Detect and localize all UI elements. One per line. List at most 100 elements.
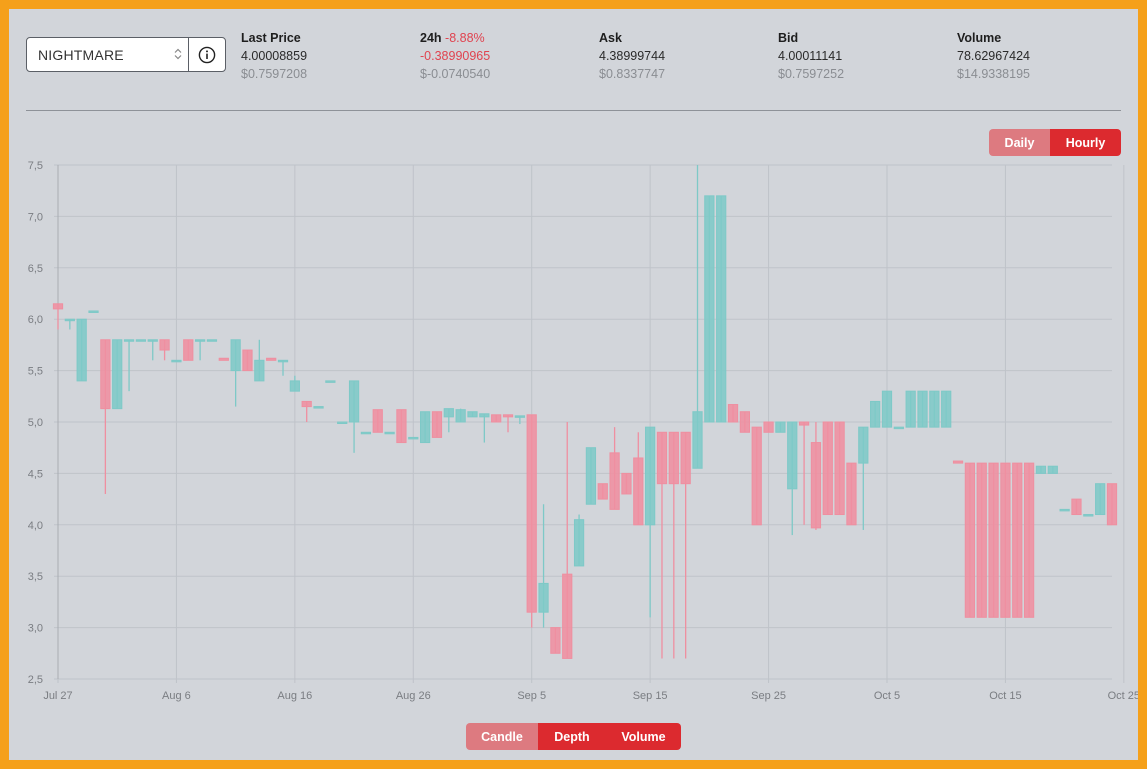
candle-body xyxy=(952,460,964,464)
x-tick-label: Jul 27 xyxy=(43,690,72,702)
stat-label: Last Price xyxy=(241,31,301,45)
candle-body xyxy=(491,414,502,423)
x-tick-label: Sep 15 xyxy=(633,690,668,702)
candle-body xyxy=(727,404,739,423)
candle-body xyxy=(1083,514,1094,517)
market-panel: NIGHTMARE Last Price 4.00008859 $0.75972… xyxy=(9,9,1138,760)
x-tick-label: Sep 25 xyxy=(751,690,786,702)
daily-button[interactable]: Daily xyxy=(989,129,1050,156)
candle-body xyxy=(289,380,300,392)
candle-body xyxy=(420,411,431,444)
candle-body xyxy=(254,359,265,382)
stat-change-percent: -8.88% xyxy=(445,31,485,45)
candle-body xyxy=(455,409,466,423)
view-toggle: Candle Depth Volume xyxy=(466,723,681,750)
candle-body xyxy=(1035,465,1047,474)
candle-body xyxy=(775,421,786,433)
candle-body xyxy=(810,442,822,529)
candle-body xyxy=(431,411,443,438)
stat-usd: $0.7597208 xyxy=(241,67,308,81)
candle-body xyxy=(266,357,277,361)
stat-24h: 24h -8.88% -0.38990965 $-0.0740540 xyxy=(420,29,490,83)
candle-body xyxy=(538,582,549,613)
stat-value: 4.00011141 xyxy=(778,49,843,63)
candle-body xyxy=(147,339,158,342)
y-tick-label: 3,5 xyxy=(28,571,43,583)
candle-body xyxy=(135,339,147,342)
stat-ask: Ask 4.38999744 $0.8337747 xyxy=(599,29,665,83)
y-tick-label: 7,0 xyxy=(28,211,43,223)
stat-usd: $-0.0740540 xyxy=(420,67,491,81)
y-tick-label: 6,0 xyxy=(28,314,43,326)
chevron-updown-icon[interactable] xyxy=(168,48,188,61)
candle-body xyxy=(656,431,668,485)
info-icon xyxy=(198,46,216,63)
candle-body xyxy=(609,452,620,510)
candle-body xyxy=(858,426,869,464)
y-tick-label: 4,5 xyxy=(28,468,43,480)
candle-body xyxy=(52,303,64,310)
stat-label: 24h -8.88% xyxy=(420,29,490,47)
stat-value: 4.38999744 xyxy=(599,49,666,63)
candle-body xyxy=(929,390,940,428)
candle-body xyxy=(680,431,691,485)
candle-body xyxy=(159,339,170,351)
y-tick-label: 5,5 xyxy=(28,366,43,378)
candle-body xyxy=(443,408,454,418)
candle-body xyxy=(964,462,976,618)
candle-body xyxy=(348,380,360,423)
stat-label: Ask xyxy=(599,31,622,45)
candle-body xyxy=(171,359,182,363)
candle-body xyxy=(822,421,833,516)
candle-body xyxy=(905,390,916,428)
y-tick-label: 2,5 xyxy=(28,674,43,686)
stat-value: 4.00008859 xyxy=(241,49,308,63)
candle-body xyxy=(668,431,679,485)
candle-body xyxy=(798,421,810,426)
info-button[interactable] xyxy=(188,38,225,71)
candle-body xyxy=(242,349,253,372)
candle-body xyxy=(467,411,478,418)
candle-body xyxy=(1000,462,1011,618)
candle-body xyxy=(573,519,585,567)
candle-body xyxy=(917,390,928,428)
candle-body xyxy=(846,462,857,526)
depth-button[interactable]: Depth xyxy=(538,723,606,750)
candle-body xyxy=(194,339,206,342)
candle-body xyxy=(787,421,798,490)
candle-button[interactable]: Candle xyxy=(466,723,538,750)
x-tick-label: Oct 15 xyxy=(989,690,1021,702)
candle-body xyxy=(301,400,312,408)
hourly-button[interactable]: Hourly xyxy=(1050,129,1121,156)
candle-body xyxy=(1023,462,1035,618)
stat-label: Volume xyxy=(957,31,1002,45)
y-tick-label: 7,5 xyxy=(28,160,43,172)
candle-body xyxy=(337,421,348,424)
candle-body xyxy=(360,431,372,435)
candle-body xyxy=(408,436,419,440)
candle-body xyxy=(76,318,87,382)
candle-body xyxy=(372,409,383,433)
candle-body xyxy=(123,339,135,342)
x-tick-label: Aug 6 xyxy=(162,690,191,702)
candle-body xyxy=(870,400,881,428)
candle-body xyxy=(514,415,525,418)
candle-body xyxy=(633,457,644,526)
volume-button[interactable]: Volume xyxy=(606,723,681,750)
x-tick-label: Aug 16 xyxy=(277,690,312,702)
candle-body xyxy=(479,413,490,418)
y-tick-label: 3,0 xyxy=(28,623,43,635)
candle-body xyxy=(230,339,241,372)
market-selector[interactable]: NIGHTMARE xyxy=(26,37,226,72)
candle-body xyxy=(313,406,324,409)
candle-body xyxy=(716,195,727,423)
candle-body xyxy=(692,411,703,469)
candle-body xyxy=(1047,465,1058,474)
candle-body xyxy=(396,409,407,444)
candle-body xyxy=(704,195,715,423)
candle-body xyxy=(277,359,289,363)
candle-body xyxy=(562,573,573,659)
candle-body xyxy=(1071,498,1082,516)
candle-body xyxy=(550,627,561,654)
